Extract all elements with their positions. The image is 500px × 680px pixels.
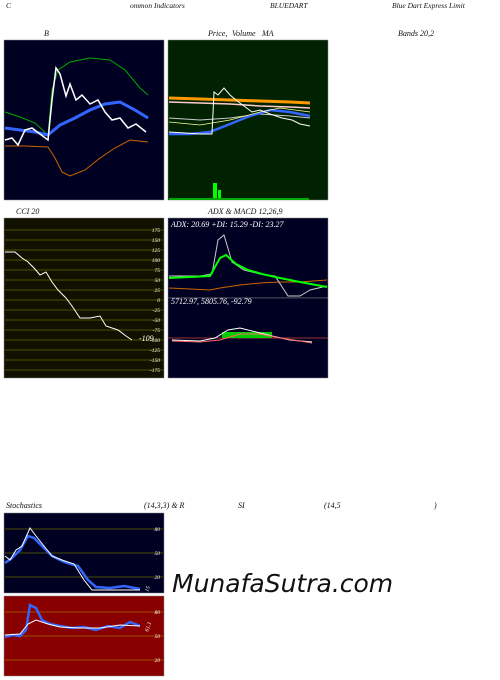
header-text: Blue Dart Express Limit bbox=[392, 1, 466, 10]
y-tick-label: 150 bbox=[152, 238, 161, 244]
adx-line bbox=[168, 253, 328, 288]
panel-title: Price, bbox=[207, 29, 227, 38]
y-tick-label: 75 bbox=[155, 268, 161, 274]
y-tick-label: 20 bbox=[155, 575, 161, 581]
y-tick-label: 0 bbox=[157, 298, 160, 304]
price-line bbox=[168, 87, 311, 135]
y-tick-label: 100 bbox=[152, 258, 161, 264]
y-tick-label: 20 bbox=[155, 658, 161, 664]
y-tick-label: 125 bbox=[152, 248, 161, 254]
volume-bar bbox=[213, 183, 217, 200]
macd-histogram bbox=[222, 332, 272, 338]
stoch-k bbox=[4, 527, 140, 591]
y-tick-label: 80 bbox=[155, 527, 161, 533]
adx-panel bbox=[167, 217, 329, 299]
panel-title: ADX & MACD 12,26,9 bbox=[207, 207, 282, 216]
y-tick-label: 25 bbox=[155, 288, 161, 294]
price-panel bbox=[167, 39, 329, 201]
y-tick-label: -175 bbox=[150, 368, 160, 374]
lower-band bbox=[5, 139, 149, 177]
cci-value: -109 bbox=[139, 334, 154, 343]
panel-title: CCI 20 bbox=[16, 207, 39, 216]
panel-title: MA bbox=[261, 29, 274, 38]
y-tick-label: 175 bbox=[152, 228, 161, 234]
rsi-line bbox=[4, 603, 141, 639]
panel-title: (14,5 bbox=[324, 501, 341, 510]
volume-bar bbox=[218, 190, 221, 200]
y-tick-label: 50 bbox=[155, 551, 161, 557]
y-tick-label: -75 bbox=[153, 328, 161, 334]
stoch-d bbox=[4, 534, 141, 591]
ma-line bbox=[168, 96, 311, 105]
y-tick-label: -125 bbox=[150, 348, 160, 354]
panel-title: Stochastics bbox=[6, 501, 42, 510]
cci-line bbox=[5, 251, 133, 341]
y-tick-label: 80 bbox=[155, 610, 161, 616]
y-tick-label: 50 bbox=[155, 634, 161, 640]
panel-title: B bbox=[44, 29, 49, 38]
signal-line bbox=[171, 333, 313, 344]
upper-band bbox=[4, 57, 149, 137]
cci-panel bbox=[3, 217, 165, 379]
di-minus bbox=[168, 279, 328, 291]
bollinger-panel bbox=[3, 39, 165, 201]
price-line bbox=[4, 65, 147, 147]
ma-line bbox=[168, 101, 311, 109]
y-tick-label: -100 bbox=[150, 338, 160, 344]
header-text: BLUEDART bbox=[270, 1, 308, 10]
watermark: MunafaSutra.com bbox=[172, 569, 393, 598]
adx-readout: ADX: 20.69 +DI: 15.29 -DI: 23.27 bbox=[170, 220, 284, 229]
header-text: ommon Indicators bbox=[130, 1, 185, 10]
panel-title: SI bbox=[238, 501, 245, 510]
macd-readout: 5712.97, 5805.76, -92.79 bbox=[171, 297, 252, 306]
header-text: C bbox=[6, 1, 12, 10]
y-tick-label: -25 bbox=[153, 308, 161, 314]
panel-title: ) bbox=[433, 501, 437, 510]
y-tick-label: -50 bbox=[153, 318, 161, 324]
volume-bars bbox=[169, 198, 309, 200]
middle-band bbox=[4, 100, 149, 137]
panel-title: Volume bbox=[232, 29, 256, 38]
ma-line bbox=[168, 107, 311, 126]
panel-title: Bands 20,2 bbox=[398, 29, 434, 38]
rsi-value: 61.3 bbox=[144, 621, 153, 632]
y-tick-label: 50 bbox=[155, 278, 161, 284]
stoch-value: 15 bbox=[144, 585, 152, 592]
y-tick-label: -150 bbox=[150, 358, 160, 364]
rsi-signal bbox=[4, 619, 141, 636]
panel-title: (14,3,3) & R bbox=[144, 501, 185, 510]
